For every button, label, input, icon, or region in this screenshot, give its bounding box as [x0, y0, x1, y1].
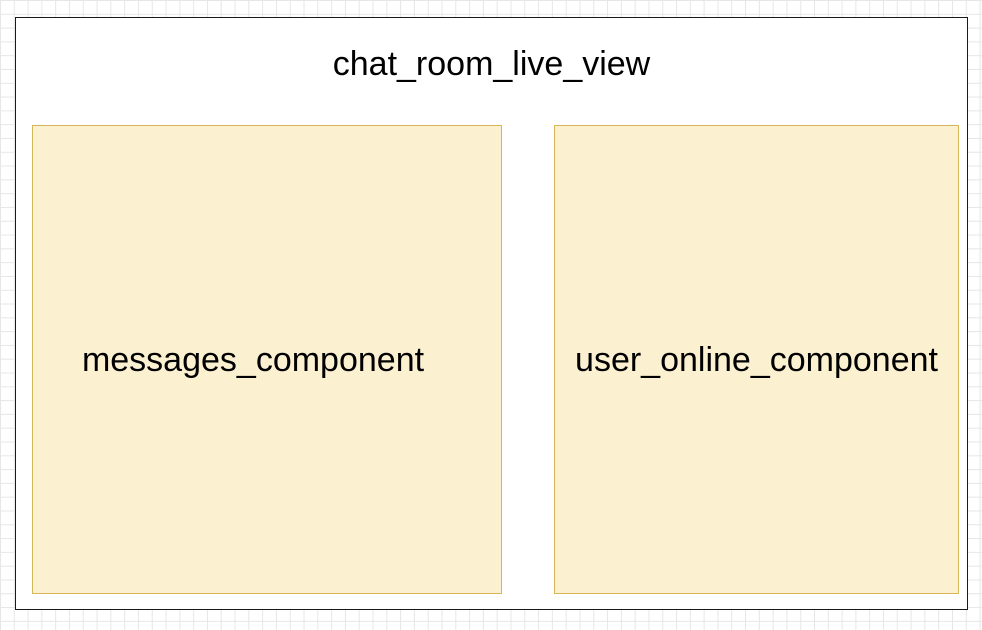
user-online-component-label: user_online_component: [575, 340, 938, 379]
container-label: chat_room_live_view: [332, 45, 651, 83]
messages-component-box[interactable]: messages_component: [32, 125, 502, 594]
messages-component-label: messages_component: [81, 340, 425, 379]
user-online-component-box[interactable]: user_online_component: [554, 125, 959, 594]
